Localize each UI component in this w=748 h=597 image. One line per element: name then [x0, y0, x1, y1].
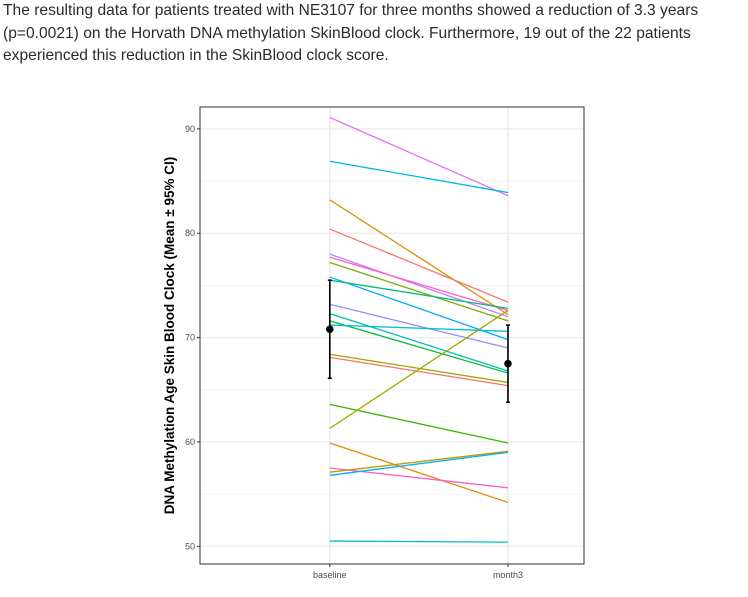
paired-line-chart: 50 60 70 80 90 baseline month3 DNA Methylatio… [162, 106, 585, 580]
mean-point-baseline [325, 325, 334, 334]
patient-lines [329, 116, 509, 543]
y-axis-ticks: 50 60 70 80 90 [185, 124, 200, 551]
x-tick-label-month3: month3 [493, 570, 523, 580]
patient-line-1 [329, 116, 509, 197]
patient-line-17 [329, 309, 509, 429]
x-tick-label-baseline: baseline [313, 570, 347, 580]
patient-line-7 [329, 261, 509, 322]
patient-line-4 [329, 228, 509, 303]
patient-line-5 [329, 253, 509, 318]
mean-point-month3 [504, 359, 512, 368]
patient-line-3 [329, 199, 509, 316]
y-tick-label: 90 [185, 124, 195, 134]
patient-line-22 [329, 540, 508, 543]
plot-panel-border [199, 106, 585, 565]
grid [200, 107, 584, 564]
article-paragraph: The resulting data for patients treated … [3, 2, 699, 64]
mean-ci-summary [325, 279, 512, 404]
patient-line-12 [329, 320, 509, 374]
y-tick-label: 50 [185, 541, 195, 551]
patient-line-18 [329, 442, 509, 504]
y-tick-label: 60 [185, 437, 195, 447]
plot-panel [200, 107, 584, 564]
patient-line-2 [329, 160, 509, 194]
chart-container: 50 60 70 80 90 baseline month3 DNA Methylatio… [150, 100, 600, 592]
patient-line-15 [329, 356, 509, 387]
x-axis-ticks: baseline month3 [313, 564, 523, 580]
patient-line-9 [329, 279, 509, 310]
patient-line-8 [329, 276, 509, 341]
patient-line-16 [329, 403, 509, 444]
y-tick-label: 70 [185, 333, 195, 343]
patient-line-20 [329, 450, 509, 473]
patient-line-10 [329, 303, 509, 349]
patient-line-21 [329, 451, 509, 476]
patient-line-11 [329, 312, 509, 372]
patient-line-14 [329, 353, 509, 384]
y-tick-label: 80 [185, 228, 195, 238]
patient-line-6 [329, 256, 509, 312]
y-axis-label: DNA Methylation Age Skin Blood Clock (Me… [162, 157, 177, 514]
